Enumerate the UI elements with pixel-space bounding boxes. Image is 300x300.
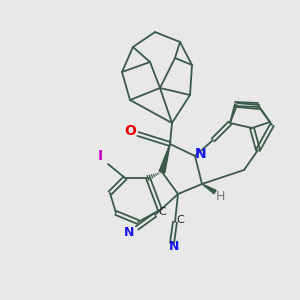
Text: C: C <box>176 215 184 225</box>
Text: H: H <box>215 190 225 202</box>
Polygon shape <box>202 184 216 194</box>
Polygon shape <box>159 144 170 173</box>
Text: N: N <box>195 147 207 161</box>
Text: C: C <box>158 207 166 217</box>
Text: I: I <box>98 149 103 163</box>
Text: N: N <box>169 241 179 254</box>
Text: O: O <box>124 124 136 138</box>
Text: N: N <box>124 226 134 238</box>
